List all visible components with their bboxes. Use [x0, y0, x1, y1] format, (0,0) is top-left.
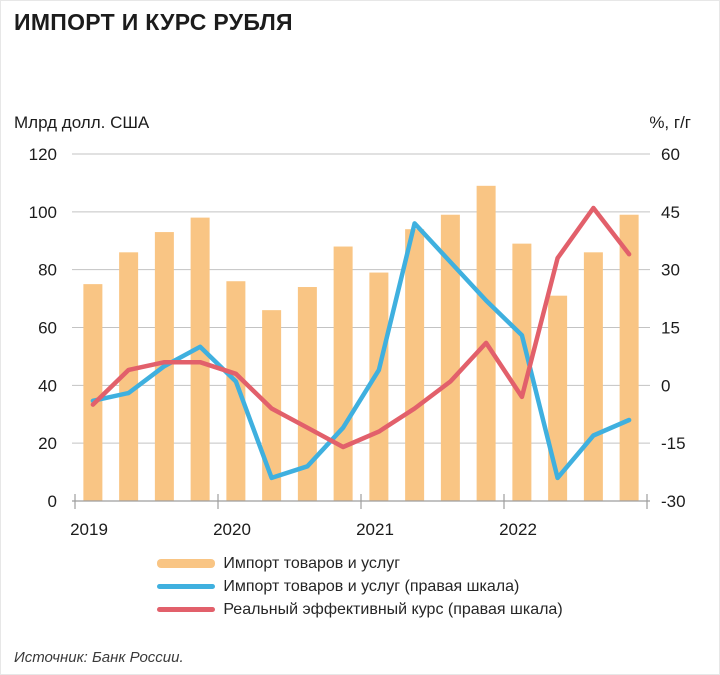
left-axis-tick-label: 80 [38, 261, 57, 280]
right-axis-tick-label: -30 [661, 492, 686, 511]
import-yoy-line [90, 221, 632, 481]
legend-item-import-yoy: Импорт товаров и услуг (правая шкала) [157, 575, 562, 598]
reer-line [90, 205, 632, 450]
left-axis-tick-label: 100 [29, 203, 57, 222]
bar [190, 217, 210, 501]
y-axis-tick-labels: 120 100 80 60 40 20 0 60 45 30 15 0 -15 -30 [29, 145, 686, 511]
x-axis-year-label: 2022 [499, 520, 537, 539]
bar [440, 214, 460, 501]
bar [405, 229, 425, 501]
bar [226, 281, 246, 501]
legend-label: Импорт товаров и услуг (правая шкала) [223, 577, 520, 595]
x-axis-year-label: 2020 [213, 520, 251, 539]
source-note: Источник: Банк России. [14, 649, 184, 666]
x-axis: 2019 2020 2021 2022 [70, 494, 650, 539]
legend-label: Импорт товаров и услуг [223, 554, 401, 572]
chart-title: ИМПОРТ И КУРС РУБЛЯ [14, 9, 293, 35]
right-axis-tick-label: -15 [661, 434, 686, 453]
right-axis-unit-label: %, г/г [649, 113, 691, 132]
bar [333, 246, 353, 501]
right-axis-tick-label: 15 [661, 319, 680, 338]
red-line-swatch-icon [157, 607, 216, 612]
left-axis-tick-label: 120 [29, 145, 57, 164]
left-axis-tick-label: 40 [38, 376, 57, 395]
bar-swatch-icon [157, 559, 216, 568]
bar [512, 243, 532, 501]
x-axis-year-label: 2019 [70, 520, 108, 539]
right-axis-tick-label: 30 [661, 261, 680, 280]
legend-item-reer: Реальный эффективный курс (правая шкала) [157, 598, 563, 621]
left-axis-tick-label: 0 [48, 492, 57, 511]
bar [619, 214, 639, 501]
legend-items: Импорт товаров и услуг Импорт товаров и … [157, 552, 563, 621]
bar [548, 295, 568, 501]
bar [369, 272, 389, 501]
left-axis-tick-label: 20 [38, 434, 57, 453]
bar [297, 287, 317, 501]
legend: Импорт товаров и услуг Импорт товаров и … [1, 552, 719, 621]
right-axis-tick-label: 60 [661, 145, 680, 164]
left-axis-tick-label: 60 [38, 319, 57, 338]
blue-line-swatch-icon [157, 584, 216, 589]
right-axis-tick-label: 0 [661, 376, 670, 395]
bar [119, 252, 139, 501]
legend-label: Реальный эффективный курс (правая шкала) [223, 600, 563, 618]
bar [583, 252, 603, 501]
x-axis-year-label: 2021 [356, 520, 394, 539]
left-axis-unit-label: Млрд долл. США [14, 113, 150, 132]
import-usd-bars [83, 185, 639, 501]
legend-item-import-usd: Импорт товаров и услуг [157, 552, 562, 575]
right-axis-tick-label: 45 [661, 203, 680, 222]
bar [83, 284, 103, 501]
